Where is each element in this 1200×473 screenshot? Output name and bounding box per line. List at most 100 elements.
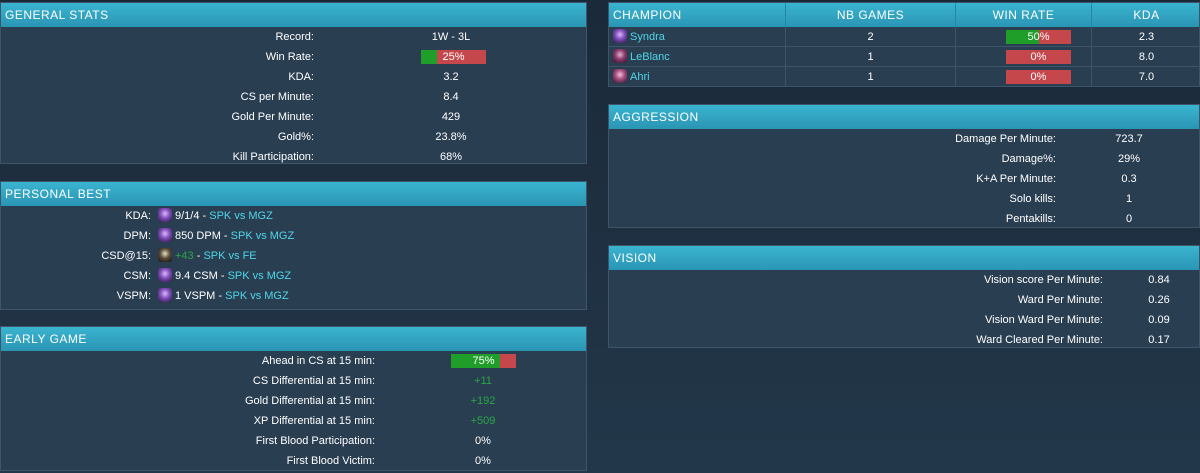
ahead-cs-bar-fill xyxy=(451,354,500,368)
stat-row-cspm: CS per Minute: 8.4 xyxy=(1,87,586,107)
kda-cell: 8.0 xyxy=(1138,51,1155,63)
pb-separator: - xyxy=(217,270,228,282)
vision-row: Ward Cleared Per Minute: 0.17 xyxy=(609,330,1199,350)
vision-label: Ward Per Minute: xyxy=(1017,294,1103,306)
pb-row-csm: CSM: 9.4 CSM - SPK vs MGZ xyxy=(1,266,586,286)
vision-row: Ward Per Minute: 0.26 xyxy=(609,290,1199,310)
pb-value: 850 DPM xyxy=(175,230,221,242)
general-stats-header: GENERAL STATS xyxy=(1,3,586,27)
pb-value: 9.4 CSM xyxy=(175,270,218,282)
agg-label: Damage%: xyxy=(1001,153,1056,165)
champion-name-link[interactable]: LeBlanc xyxy=(630,51,670,63)
agg-value: 0 xyxy=(1125,213,1133,225)
eg-row-xpd: XP Differential at 15 min: +509 xyxy=(1,411,586,431)
champ-winrate-bar: 0% xyxy=(1006,50,1071,64)
agg-value: 0.3 xyxy=(1121,173,1137,185)
stat-label: Gold Per Minute: xyxy=(231,111,314,123)
vision-header: VISION xyxy=(609,246,1199,270)
eg-label: Gold Differential at 15 min: xyxy=(244,395,375,407)
col-games[interactable]: NB GAMES xyxy=(786,3,956,27)
pb-value: 9/1/4 xyxy=(175,210,200,222)
pb-separator: - xyxy=(193,250,204,262)
syndra-icon xyxy=(158,208,172,222)
eg-value: 0% xyxy=(475,435,491,447)
col-kda[interactable]: KDA xyxy=(1133,8,1160,22)
pb-match-link[interactable]: SPK vs MGZ xyxy=(209,210,273,222)
eg-value: +11 xyxy=(474,375,492,387)
eg-row-fb-victim: First Blood Victim: 0% xyxy=(1,451,586,471)
eg-row-fb-part: First Blood Participation: 0% xyxy=(1,431,586,451)
general-stats-panel: GENERAL STATS Record: 1W - 3L Win Rate: … xyxy=(0,2,587,164)
agg-value: 723.7 xyxy=(1115,133,1143,145)
games-cell: 2 xyxy=(786,27,956,47)
pb-match-link[interactable]: SPK vs MGZ xyxy=(225,290,289,302)
pb-match-link[interactable]: SPK vs FE xyxy=(203,250,257,262)
pb-match-link[interactable]: SPK vs MGZ xyxy=(230,230,295,242)
stat-value: 23.8% xyxy=(435,131,467,143)
vision-row: Vision score Per Minute: 0.84 xyxy=(609,270,1199,290)
agg-row: Damage%: 29% xyxy=(609,149,1199,169)
champion-table: CHAMPION NB GAMES WIN RATE KDA Syndra 2 … xyxy=(608,2,1200,87)
pb-label: DPM: xyxy=(123,230,152,242)
pb-label: VSPM: xyxy=(116,290,151,302)
stat-value: 8.4 xyxy=(443,91,459,103)
pb-row-dpm: DPM: 850 DPM - SPK vs MGZ xyxy=(1,226,586,246)
stat-value: 429 xyxy=(441,111,461,123)
eg-value: 0% xyxy=(475,455,491,467)
champ-winrate-bar: 0% xyxy=(1006,70,1071,84)
personal-best-header: PERSONAL BEST xyxy=(1,182,586,206)
eg-label: Ahead in CS at 15 min: xyxy=(261,355,375,367)
vision-value: 0.84 xyxy=(1148,274,1170,286)
pb-value: 1 VSPM xyxy=(175,290,216,302)
syndra-icon xyxy=(158,288,172,302)
vision-panel: VISION Vision score Per Minute: 0.84 War… xyxy=(608,245,1200,348)
vision-label: Vision score Per Minute: xyxy=(983,274,1103,286)
eg-label: CS Differential at 15 min: xyxy=(252,375,375,387)
champ-winrate-bar: 50% xyxy=(1006,30,1071,44)
pb-row-vspm: VSPM: 1 VSPM - SPK vs MGZ xyxy=(1,286,586,306)
champion-name-link[interactable]: Ahri xyxy=(630,71,650,83)
agg-value: 1 xyxy=(1125,193,1133,205)
stat-value: 3.2 xyxy=(443,71,459,83)
col-champion[interactable]: CHAMPION xyxy=(609,3,786,27)
col-winrate[interactable]: WIN RATE xyxy=(956,3,1092,27)
eg-value: +192 xyxy=(470,395,496,407)
vision-value: 0.17 xyxy=(1148,334,1170,346)
games-cell: 1 xyxy=(786,47,956,67)
stat-label: KDA: xyxy=(288,71,314,83)
stat-value: 68% xyxy=(439,151,463,163)
vision-value: 0.26 xyxy=(1148,294,1170,306)
pb-row-kda: KDA: 9/1/4 - SPK vs MGZ xyxy=(1,206,586,226)
early-game-panel: EARLY GAME Ahead in CS at 15 min: 75% CS… xyxy=(0,326,587,471)
games-cell: 1 xyxy=(786,67,956,87)
table-row: Syndra 2 50% 2.3 xyxy=(609,27,1199,47)
syndra-icon xyxy=(158,228,172,242)
pb-label: CSM: xyxy=(123,270,152,282)
vision-row: Vision Ward Per Minute: 0.09 xyxy=(609,310,1199,330)
pb-separator: - xyxy=(220,230,231,242)
pb-match-link[interactable]: SPK vs MGZ xyxy=(227,270,292,282)
eg-row-ahead-cs: Ahead in CS at 15 min: 75% xyxy=(1,351,586,371)
stat-value: 1W - 3L xyxy=(431,31,471,43)
stat-row-kp: Kill Participation: 68% xyxy=(1,147,586,167)
winrate-value: 25% xyxy=(442,51,465,63)
champ-winrate-value: 50% xyxy=(1027,31,1050,43)
winrate-bar: 25% xyxy=(421,50,486,64)
table-row: Ahri 1 0% 7.0 xyxy=(609,67,1199,87)
stat-label: Win Rate: xyxy=(265,51,314,63)
kda-cell: 7.0 xyxy=(1138,71,1155,83)
champion-name-link[interactable]: Syndra xyxy=(630,31,665,43)
pb-value: +43 xyxy=(175,250,194,262)
vision-label: Ward Cleared Per Minute: xyxy=(976,334,1103,346)
champion-table-header: CHAMPION NB GAMES WIN RATE KDA xyxy=(609,3,1199,27)
eg-value: +509 xyxy=(470,415,496,427)
leblanc-icon xyxy=(613,49,627,63)
pb-label: KDA: xyxy=(125,210,151,222)
eg-label: First Blood Participation: xyxy=(255,435,375,447)
personal-best-panel: PERSONAL BEST KDA: 9/1/4 - SPK vs MGZ DP… xyxy=(0,181,587,310)
eg-row-csd: CS Differential at 15 min: +11 xyxy=(1,371,586,391)
champ-winrate-value: 0% xyxy=(1030,71,1047,83)
agg-label: Solo kills: xyxy=(1009,193,1056,205)
ekko-icon xyxy=(158,248,172,262)
ahead-cs-value: 75% xyxy=(472,355,495,367)
